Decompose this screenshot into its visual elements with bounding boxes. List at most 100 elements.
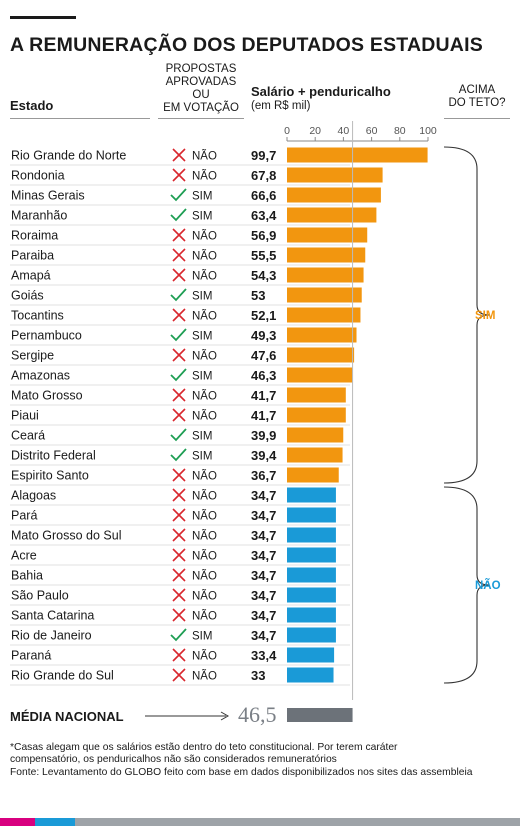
proposta-label: NÃO (192, 610, 217, 623)
group-label-sim: SIM (475, 310, 495, 322)
bar (287, 287, 362, 303)
proposta-label: NÃO (192, 670, 217, 683)
bar (287, 147, 428, 163)
brace-sim (443, 146, 490, 484)
proposta-label: NÃO (192, 590, 217, 603)
bar (287, 407, 346, 423)
proposta-label: SIM (192, 431, 212, 443)
header-salario: Salário + penduricalho (251, 84, 391, 99)
state-label: Rio de Janeiro (11, 629, 92, 643)
proposta-label: NÃO (192, 270, 217, 283)
bar (287, 667, 334, 683)
state-label: Espirito Santo (11, 469, 89, 483)
state-label: Pernambuco (11, 329, 82, 343)
value-label: 34,7 (251, 608, 276, 623)
proposta-label: NÃO (192, 550, 217, 563)
media-nacional-label: MÉDIA NACIONAL (10, 709, 124, 724)
header-acima-do-teto: ACIMA DO TETO? (444, 84, 510, 110)
state-label: Bahia (11, 569, 43, 583)
value-label: 41,7 (251, 408, 276, 423)
bar (287, 527, 336, 543)
bottom-strip-gray (75, 818, 520, 826)
value-label: 33 (251, 668, 265, 683)
cross-icon (172, 548, 186, 562)
value-label: 34,7 (251, 628, 276, 643)
bar (287, 207, 377, 223)
footnote: *Casas alegam que os salários estão dent… (10, 742, 515, 779)
value-label: 34,7 (251, 488, 276, 503)
value-label: 54,3 (251, 268, 276, 283)
cross-icon (172, 168, 186, 182)
value-label: 36,7 (251, 468, 276, 483)
state-label: Rio Grande do Sul (11, 669, 114, 683)
header-acima-underline (444, 118, 510, 119)
proposta-label: SIM (192, 331, 212, 343)
bar (287, 227, 368, 243)
media-arrow-head (220, 711, 230, 721)
proposta-label: SIM (192, 191, 212, 203)
proposta-label: NÃO (192, 170, 217, 183)
state-label: Minas Gerais (11, 189, 85, 203)
bar (287, 587, 336, 603)
value-label: 34,7 (251, 588, 276, 603)
cross-icon (172, 388, 186, 402)
x-tick-label: 60 (366, 125, 378, 137)
state-label: Paraná (11, 649, 51, 663)
proposta-label: NÃO (192, 530, 217, 543)
cross-icon (172, 468, 186, 482)
check-icon (170, 328, 187, 342)
value-label: 55,5 (251, 248, 276, 263)
header-propostas-line-2: APROVADAS OU (165, 76, 237, 101)
header-acima-line-1: ACIMA (458, 84, 496, 96)
value-label: 56,9 (251, 228, 276, 243)
value-label: 41,7 (251, 388, 276, 403)
state-label: Santa Catarina (11, 609, 94, 623)
state-label: Amazonas (11, 369, 70, 383)
value-label: 53 (251, 288, 265, 303)
proposta-label: NÃO (192, 510, 217, 523)
state-label: Alagoas (11, 489, 56, 503)
bar (287, 507, 336, 523)
state-label: Tocantins (11, 309, 64, 323)
cross-icon (172, 588, 186, 602)
bar (287, 567, 336, 583)
proposta-label: NÃO (192, 570, 217, 583)
bar (287, 547, 336, 563)
x-tick-label: 80 (394, 125, 406, 137)
header-salario-unit: (em R$ mil) (251, 100, 311, 112)
cross-icon (172, 528, 186, 542)
proposta-label: SIM (192, 451, 212, 463)
bar (287, 427, 344, 443)
cross-icon (172, 508, 186, 522)
check-icon (170, 628, 187, 642)
header-propostas: PROPOSTAS APROVADAS OU EM VOTAÇÃO (158, 63, 244, 115)
cross-icon (172, 488, 186, 502)
header-propostas-line-3: EM VOTAÇÃO (163, 102, 239, 114)
bar (287, 467, 339, 483)
proposta-label: NÃO (192, 470, 217, 483)
bar (287, 647, 335, 663)
proposta-label: NÃO (192, 490, 217, 503)
cross-icon (172, 648, 186, 662)
value-label: 52,1 (251, 308, 276, 323)
cross-icon (172, 668, 186, 682)
state-label: Amapá (11, 269, 51, 283)
media-bar (287, 708, 353, 722)
cross-icon (172, 408, 186, 422)
top-rule (10, 16, 76, 19)
state-label: Paraiba (11, 249, 54, 263)
bar (287, 487, 336, 503)
x-tick-label: 20 (309, 125, 321, 137)
value-label: 99,7 (251, 148, 276, 163)
bottom-strip-blue (35, 818, 75, 826)
x-tick-label: 0 (284, 125, 290, 137)
value-label: 39,4 (251, 448, 277, 463)
state-label: Maranhão (11, 209, 67, 223)
proposta-label: SIM (192, 211, 212, 223)
value-label: 67,8 (251, 168, 276, 183)
header-propostas-line-1: PROPOSTAS (165, 63, 237, 75)
check-icon (170, 448, 187, 462)
cross-icon (172, 348, 186, 362)
state-label: Mato Grosso (11, 389, 83, 403)
state-label: Goiás (11, 289, 44, 303)
